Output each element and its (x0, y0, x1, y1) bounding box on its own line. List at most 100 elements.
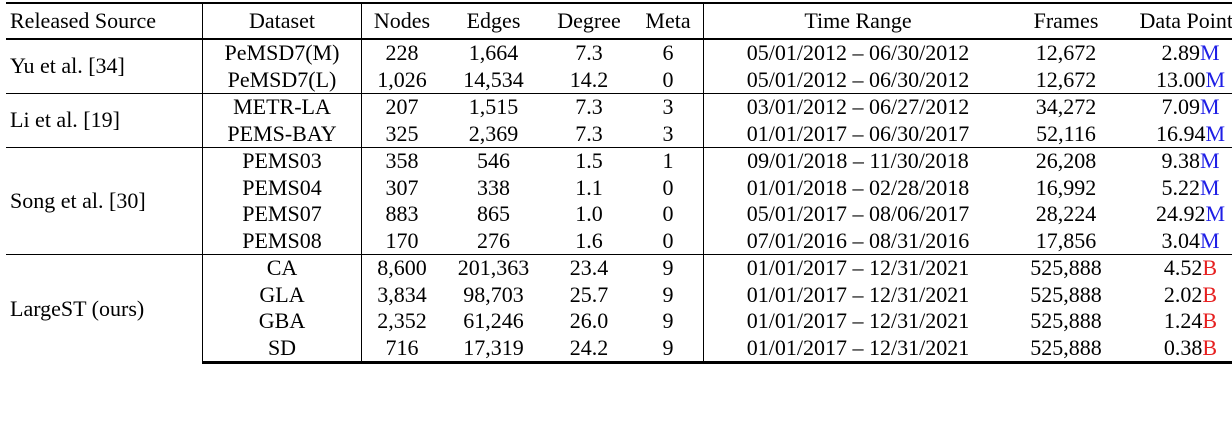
table-row: PEMS04 307 338 1.1 0 01/01/2018 – 02/28/2018 1… (6, 174, 1232, 202)
header-released-source: Released Source (6, 2, 203, 40)
dataset-cell: PEMS-BAY (202, 120, 362, 148)
nodes-cell: 207 (361, 93, 442, 121)
time-range-cell: 01/01/2017 – 12/31/2021 (746, 281, 970, 307)
degree-cell: 1.5 (545, 147, 633, 175)
frames-cell: 12,672 (1012, 38, 1120, 67)
data-points-cell: 4.52B (1120, 254, 1232, 282)
edges-cell: 2,369 (468, 120, 519, 146)
table-row: SD 716 17,319 24.2 9 01/01/2017 – 12/31/2021 5… (6, 334, 1232, 364)
time-range-cell: 07/01/2016 – 08/31/2016 (746, 227, 970, 253)
dataset-cell: PEMS03 (202, 147, 362, 175)
data-points-value: 16.94 (1155, 120, 1206, 146)
dataset-cell: PeMSD7(L) (202, 66, 362, 94)
dataset-cell: METR-LA (202, 93, 362, 121)
data-points-value: 1.24 (1163, 308, 1203, 333)
meta-cell: 3 (633, 120, 704, 148)
data-points-unit: M (1199, 94, 1220, 119)
dataset-cell: PeMSD7(M) (202, 38, 362, 67)
data-points-value: 9.38 (1161, 148, 1200, 173)
data-points-cell: 5.22M (1120, 175, 1232, 202)
header-row: Released Source Dataset Nodes Edges Degr… (6, 2, 1232, 40)
nodes-cell: 3,834 (377, 281, 427, 307)
data-points-cell: 2.89M (1120, 38, 1232, 67)
datasets-table: Released Source Dataset Nodes Edges Degr… (6, 2, 1232, 364)
time-range-cell: 01/01/2018 – 02/28/2018 (746, 174, 970, 200)
header-nodes: Nodes (361, 2, 442, 40)
time-range-cell: 09/01/2018 – 11/30/2018 (703, 147, 1012, 175)
frames-cell: 525,888 (1012, 254, 1120, 282)
source-group: Yu et al. [34] PeMSD7(M) 228 1,664 7.3 6 05/01… (6, 38, 1232, 94)
data-points-value: 7.09 (1161, 94, 1200, 119)
time-range-cell: 01/01/2017 – 12/31/2021 (703, 334, 1012, 364)
dataset-cell: SD (202, 334, 362, 364)
header-edges: Edges (442, 2, 545, 40)
frames-cell: 12,672 (1035, 66, 1097, 92)
data-points-unit: M (1199, 148, 1220, 173)
data-points-cell: 3.04M (1120, 228, 1232, 255)
edges-cell: 14,534 (463, 66, 524, 92)
meta-cell: 0 (633, 201, 704, 228)
data-points-unit: B (1202, 334, 1218, 360)
table-row: Li et al. [19] METR-LA 207 1,515 7.3 3 03/01/2… (6, 93, 1232, 148)
data-points-cell: 24.92M (1120, 201, 1232, 228)
data-points-cell: 2.02B (1120, 282, 1232, 309)
dataset-cell: PEMS04 (202, 174, 362, 201)
dataset-cell: GBA (202, 308, 362, 335)
frames-cell: 17,856 (1035, 227, 1097, 253)
meta-cell: 9 (633, 281, 704, 308)
released-source-cell: Yu et al. [34] (6, 38, 203, 94)
degree-cell: 7.3 (545, 93, 633, 121)
nodes-cell: 883 (385, 201, 419, 226)
released-source-cell: LargeST (ours) (6, 254, 203, 363)
data-points-unit: M (1205, 66, 1226, 92)
table-row: PeMSD7(L) 1,026 14,534 14.2 0 05/01/2012 – 06… (6, 66, 1232, 94)
data-points-unit: M (1205, 201, 1226, 226)
degree-cell: 24.2 (545, 334, 633, 364)
edges-cell: 61,246 (463, 308, 524, 333)
data-points-cell: 0.38B (1120, 334, 1232, 364)
dataset-cell: PEMS07 (202, 201, 362, 228)
degree-cell: 7.3 (575, 120, 603, 146)
time-range-cell: 05/01/2012 – 06/30/2012 (746, 66, 970, 92)
dataset-cell: PEMS08 (202, 227, 362, 255)
nodes-cell: 358 (361, 147, 442, 175)
frames-cell: 52,116 (1036, 120, 1096, 146)
data-points-unit: M (1199, 227, 1220, 253)
edges-cell: 546 (442, 147, 545, 175)
meta-cell: 9 (633, 334, 704, 364)
frames-cell: 16,992 (1035, 174, 1097, 200)
data-points-unit: M (1205, 120, 1226, 146)
data-points-value: 2.89 (1161, 40, 1200, 65)
table-row: GLA 3,834 98,703 25.7 9 01/01/2017 – 12/31/20… (6, 281, 1232, 309)
data-points-value: 0.38 (1163, 334, 1203, 360)
data-points-cell: 16.94M (1120, 121, 1232, 148)
data-points-unit: B (1202, 281, 1218, 307)
released-source-cell: Song et al. [30] (6, 147, 203, 255)
header-dataset: Dataset (202, 2, 362, 40)
meta-cell: 0 (633, 227, 704, 255)
header-data-points: Data Points (1120, 2, 1232, 40)
table-row: PEMS-BAY 325 2,369 7.3 3 01/01/2017 – 06/30/2… (6, 120, 1232, 148)
degree-cell: 26.0 (569, 308, 609, 333)
nodes-cell: 2,352 (377, 308, 427, 333)
frames-cell: 525,888 (1030, 308, 1102, 333)
table-row: Song et al. [30] PEMS03 358 546 1.5 1 09/01/20… (6, 147, 1232, 255)
data-points-unit: B (1202, 255, 1218, 280)
source-group: Song et al. [30] PEMS03 358 546 1.5 1 09/01/20… (6, 147, 1232, 255)
data-points-cell: 13.00M (1120, 67, 1232, 94)
edges-cell: 865 (477, 201, 510, 226)
nodes-cell: 716 (361, 334, 442, 364)
nodes-cell: 8,600 (361, 254, 442, 282)
data-points-value: 24.92 (1155, 201, 1206, 226)
edges-cell: 1,664 (442, 38, 545, 67)
table-row: PEMS08 170 276 1.6 0 07/01/2016 – 08/31/2016 1… (6, 227, 1232, 255)
edges-cell: 17,319 (442, 334, 545, 364)
degree-cell: 25.7 (569, 281, 609, 307)
edges-cell: 201,363 (442, 254, 545, 282)
time-range-cell: 05/01/2017 – 08/06/2017 (746, 201, 970, 226)
frames-cell: 525,888 (1030, 281, 1102, 307)
header-time-range: Time Range (703, 2, 1012, 40)
degree-cell: 1.0 (575, 201, 603, 226)
data-points-value: 4.52 (1163, 255, 1203, 280)
frames-cell: 34,272 (1012, 93, 1120, 121)
